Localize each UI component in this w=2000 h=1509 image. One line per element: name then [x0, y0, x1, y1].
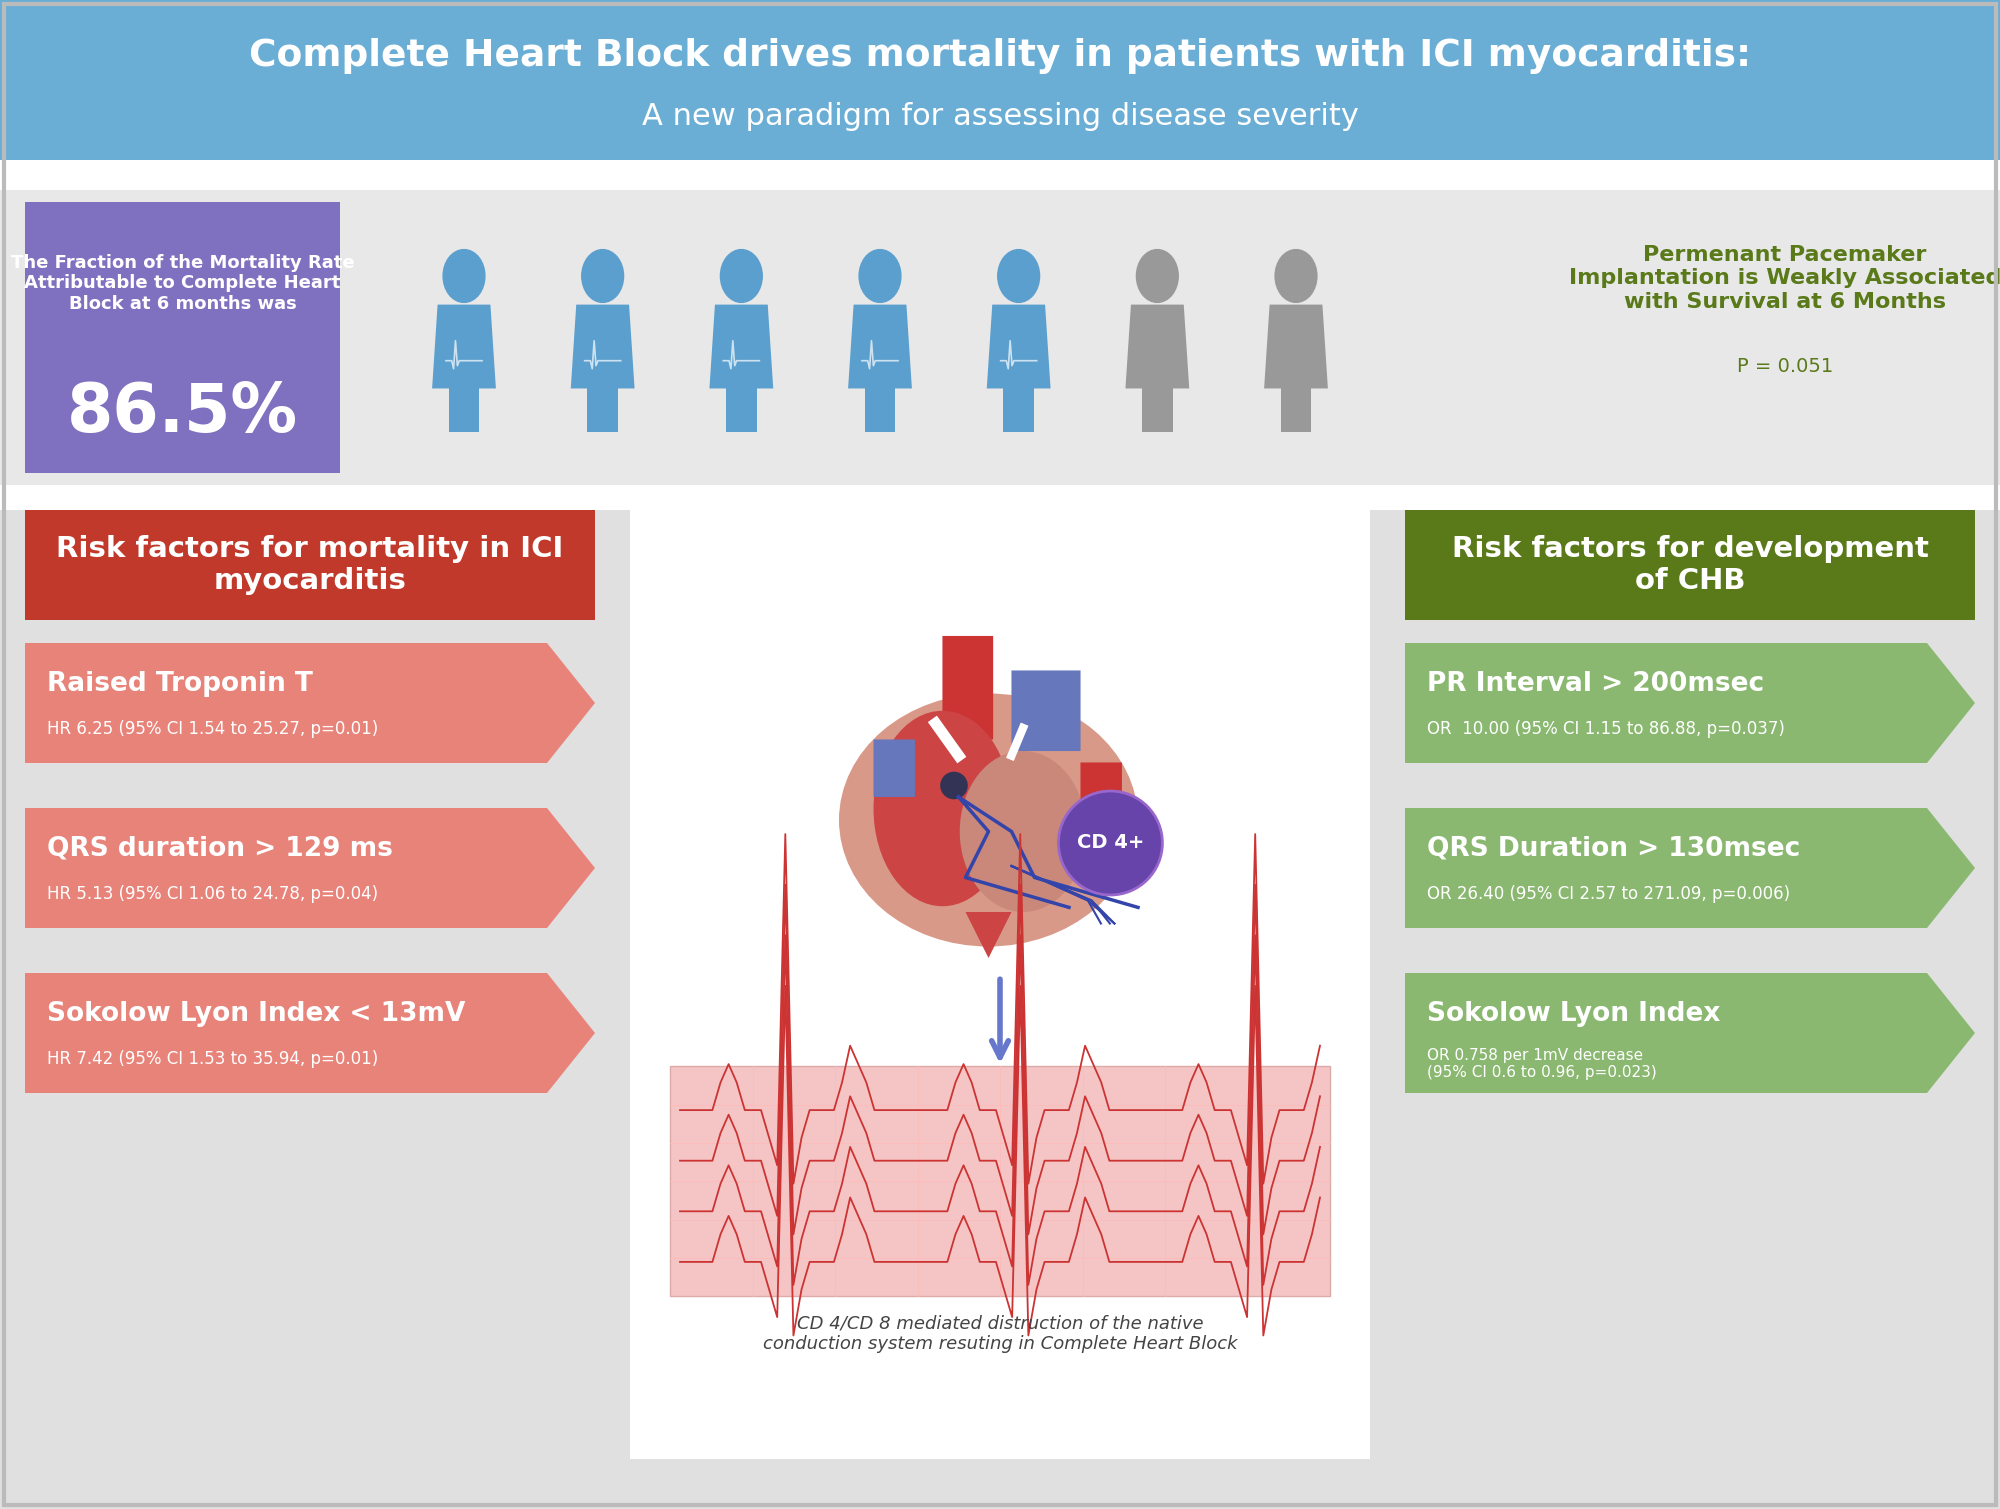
Polygon shape [1404, 807, 1976, 928]
Polygon shape [1404, 973, 1976, 1093]
FancyBboxPatch shape [1080, 762, 1122, 819]
Polygon shape [1018, 388, 1034, 433]
Text: CD 4/CD 8 mediated distruction of the native
conduction system resuting in Compl: CD 4/CD 8 mediated distruction of the na… [762, 1314, 1238, 1354]
Text: Complete Heart Block drives mortality in patients with ICI myocarditis:: Complete Heart Block drives mortality in… [248, 38, 1752, 74]
Text: Sokolow Lyon Index < 13mV: Sokolow Lyon Index < 13mV [48, 1000, 466, 1026]
Polygon shape [880, 388, 896, 433]
Polygon shape [432, 305, 496, 388]
Text: HR 6.25 (95% CI 1.54 to 25.27, p=0.01): HR 6.25 (95% CI 1.54 to 25.27, p=0.01) [48, 720, 378, 738]
Text: Sokolow Lyon Index: Sokolow Lyon Index [1428, 1000, 1720, 1026]
FancyBboxPatch shape [874, 739, 914, 797]
Text: P = 0.051: P = 0.051 [1736, 358, 1834, 377]
Polygon shape [1404, 643, 1976, 764]
Text: OR 0.758 per 1mV decrease
(95% CI 0.6 to 0.96, p=0.023): OR 0.758 per 1mV decrease (95% CI 0.6 to… [1428, 1047, 1656, 1080]
Text: QRS Duration > 130msec: QRS Duration > 130msec [1428, 836, 1800, 862]
FancyBboxPatch shape [0, 190, 2000, 484]
Polygon shape [1296, 388, 1312, 433]
Polygon shape [864, 388, 880, 433]
Polygon shape [602, 388, 618, 433]
Polygon shape [588, 388, 602, 433]
Polygon shape [24, 973, 596, 1093]
FancyBboxPatch shape [1012, 670, 1080, 751]
Polygon shape [1126, 305, 1190, 388]
Ellipse shape [720, 249, 762, 302]
Ellipse shape [960, 751, 1086, 911]
Ellipse shape [874, 711, 1012, 907]
FancyBboxPatch shape [942, 635, 994, 739]
Polygon shape [570, 305, 634, 388]
Text: HR 7.42 (95% CI 1.53 to 35.94, p=0.01): HR 7.42 (95% CI 1.53 to 35.94, p=0.01) [48, 1050, 378, 1068]
Polygon shape [848, 305, 912, 388]
FancyBboxPatch shape [0, 0, 2000, 160]
FancyBboxPatch shape [24, 202, 340, 472]
Polygon shape [1158, 388, 1172, 433]
Text: OR 26.40 (95% CI 2.57 to 271.09, p=0.006): OR 26.40 (95% CI 2.57 to 271.09, p=0.006… [1428, 886, 1790, 904]
Polygon shape [24, 643, 596, 764]
Polygon shape [966, 911, 1012, 958]
Ellipse shape [840, 694, 1138, 946]
Ellipse shape [860, 249, 900, 302]
Polygon shape [1142, 388, 1158, 433]
Text: Permenant Pacemaker
Implantation is Weakly Associated
with Survival at 6 Months: Permenant Pacemaker Implantation is Weak… [1568, 246, 2000, 312]
Text: A new paradigm for assessing disease severity: A new paradigm for assessing disease sev… [642, 103, 1358, 131]
Polygon shape [742, 388, 756, 433]
Ellipse shape [998, 249, 1040, 302]
Polygon shape [986, 305, 1050, 388]
Polygon shape [1280, 388, 1296, 433]
Text: CD 4+: CD 4+ [1076, 833, 1144, 853]
Text: QRS duration > 129 ms: QRS duration > 129 ms [48, 836, 392, 862]
Polygon shape [710, 305, 774, 388]
Text: Raised Troponin T: Raised Troponin T [48, 672, 312, 697]
Text: HR 5.13 (95% CI 1.06 to 24.78, p=0.04): HR 5.13 (95% CI 1.06 to 24.78, p=0.04) [48, 886, 378, 904]
FancyBboxPatch shape [670, 1067, 1330, 1296]
Polygon shape [464, 388, 480, 433]
FancyBboxPatch shape [1404, 510, 1976, 620]
FancyBboxPatch shape [0, 484, 2000, 510]
Polygon shape [726, 388, 742, 433]
Polygon shape [448, 388, 464, 433]
Text: OR  10.00 (95% CI 1.15 to 86.88, p=0.037): OR 10.00 (95% CI 1.15 to 86.88, p=0.037) [1428, 720, 1784, 738]
Circle shape [1058, 791, 1162, 895]
FancyBboxPatch shape [630, 510, 1370, 1459]
Ellipse shape [1276, 249, 1316, 302]
Text: Risk factors for mortality in ICI
myocarditis: Risk factors for mortality in ICI myocar… [56, 534, 564, 595]
FancyBboxPatch shape [24, 510, 596, 620]
Ellipse shape [1136, 249, 1178, 302]
Text: The Fraction of the Mortality Rate
Attributable to Complete Heart
Block at 6 mon: The Fraction of the Mortality Rate Attri… [10, 254, 354, 312]
FancyBboxPatch shape [0, 484, 2000, 1509]
Polygon shape [24, 807, 596, 928]
Text: PR Interval > 200msec: PR Interval > 200msec [1428, 672, 1764, 697]
Ellipse shape [582, 249, 624, 302]
Polygon shape [1264, 305, 1328, 388]
Polygon shape [1004, 388, 1018, 433]
FancyBboxPatch shape [0, 160, 2000, 190]
Ellipse shape [444, 249, 484, 302]
Circle shape [940, 771, 968, 800]
Text: Risk factors for development
of CHB: Risk factors for development of CHB [1452, 534, 1928, 595]
Text: 86.5%: 86.5% [66, 380, 298, 447]
